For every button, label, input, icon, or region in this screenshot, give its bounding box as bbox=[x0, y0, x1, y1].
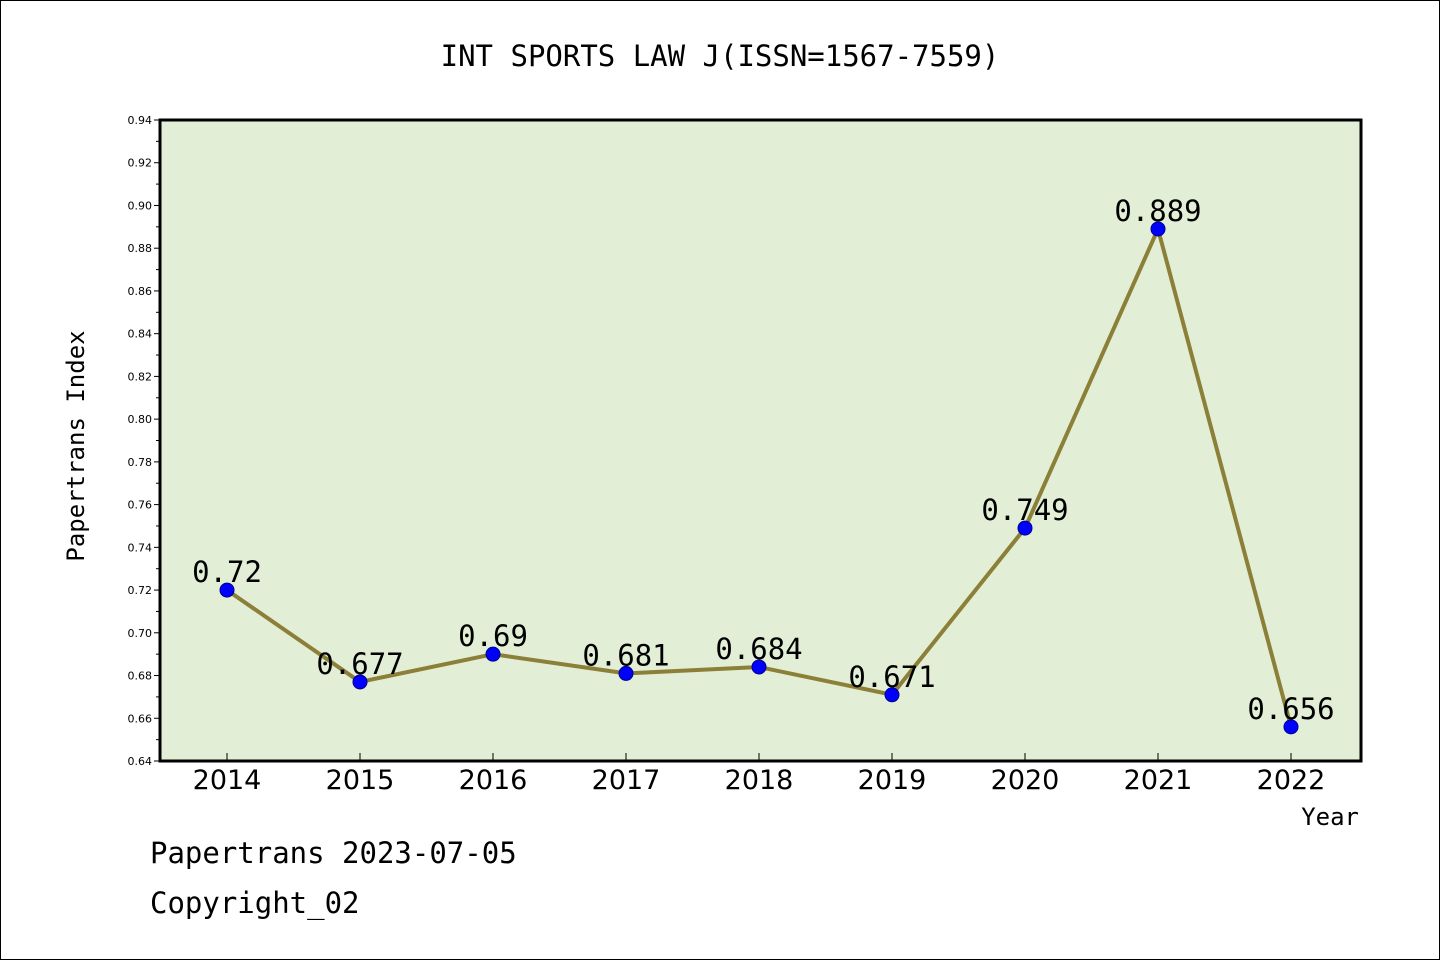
y-tick-label: 0.64 bbox=[128, 755, 153, 768]
y-tick-label: 0.68 bbox=[128, 670, 153, 683]
y-tick-label: 0.80 bbox=[128, 413, 153, 426]
data-point bbox=[884, 687, 900, 703]
data-point bbox=[1150, 221, 1166, 237]
data-point bbox=[1017, 520, 1033, 536]
data-point bbox=[751, 659, 767, 675]
y-tick-label: 0.82 bbox=[128, 370, 153, 383]
data-point bbox=[219, 582, 235, 598]
y-tick-label: 0.78 bbox=[128, 456, 153, 469]
data-point bbox=[1283, 719, 1299, 735]
x-axis-label: Year bbox=[1301, 803, 1359, 831]
data-label: 0.677 bbox=[316, 647, 403, 681]
y-tick-label: 0.70 bbox=[128, 627, 153, 640]
data-label: 0.684 bbox=[715, 632, 802, 666]
x-tick-label: 2016 bbox=[459, 765, 528, 796]
y-axis: 0.64 0.66 0.68 0.70 0.72 0.74 0.76 0.78 0.80 0.82… bbox=[128, 114, 160, 768]
y-tick-label: 0.84 bbox=[128, 328, 153, 341]
x-tick-label: 2022 bbox=[1257, 765, 1326, 796]
y-tick-label: 0.74 bbox=[128, 541, 153, 554]
data-label: 0.749 bbox=[981, 493, 1068, 527]
data-point bbox=[618, 665, 634, 681]
x-tick-label: 2018 bbox=[725, 765, 794, 796]
x-tick-label: 2019 bbox=[858, 765, 927, 796]
y-tick-label: 0.90 bbox=[128, 199, 153, 212]
y-tick-label: 0.66 bbox=[128, 712, 153, 725]
data-label: 0.72 bbox=[192, 555, 262, 589]
data-label: 0.69 bbox=[458, 619, 528, 653]
x-axis: 2014 2015 2016 2017 2018 2019 2020 2021 2022 bbox=[193, 753, 1326, 796]
y-tick-label: 0.92 bbox=[128, 157, 153, 170]
footer-copyright: Copyright_02 bbox=[150, 886, 360, 921]
data-point bbox=[485, 646, 501, 662]
y-tick-label: 0.94 bbox=[128, 114, 153, 127]
x-tick-label: 2020 bbox=[991, 765, 1060, 796]
data-label: 0.681 bbox=[582, 638, 669, 672]
data-label: 0.671 bbox=[848, 660, 935, 694]
y-tick-label: 0.86 bbox=[128, 285, 153, 298]
series-group: 0.72 0.677 0.69 0.681 0.684 0.671 0.749 0.889 0.… bbox=[192, 194, 1335, 735]
chart-title: INT SPORTS LAW J(ISSN=1567-7559) bbox=[441, 39, 1000, 73]
x-tick-label: 2021 bbox=[1124, 765, 1193, 796]
x-tick-label: 2014 bbox=[193, 765, 262, 796]
y-tick-label: 0.88 bbox=[128, 242, 153, 255]
x-tick-label: 2017 bbox=[592, 765, 661, 796]
data-label: 0.889 bbox=[1114, 194, 1201, 228]
y-tick-label: 0.72 bbox=[128, 584, 153, 597]
footer-date: Papertrans 2023-07-05 bbox=[150, 836, 517, 870]
y-tick-label: 0.76 bbox=[128, 499, 153, 512]
x-tick-label: 2015 bbox=[326, 765, 395, 796]
data-point bbox=[352, 674, 368, 690]
y-axis-label: Papertrans Index bbox=[62, 330, 90, 561]
data-label: 0.656 bbox=[1247, 692, 1334, 726]
